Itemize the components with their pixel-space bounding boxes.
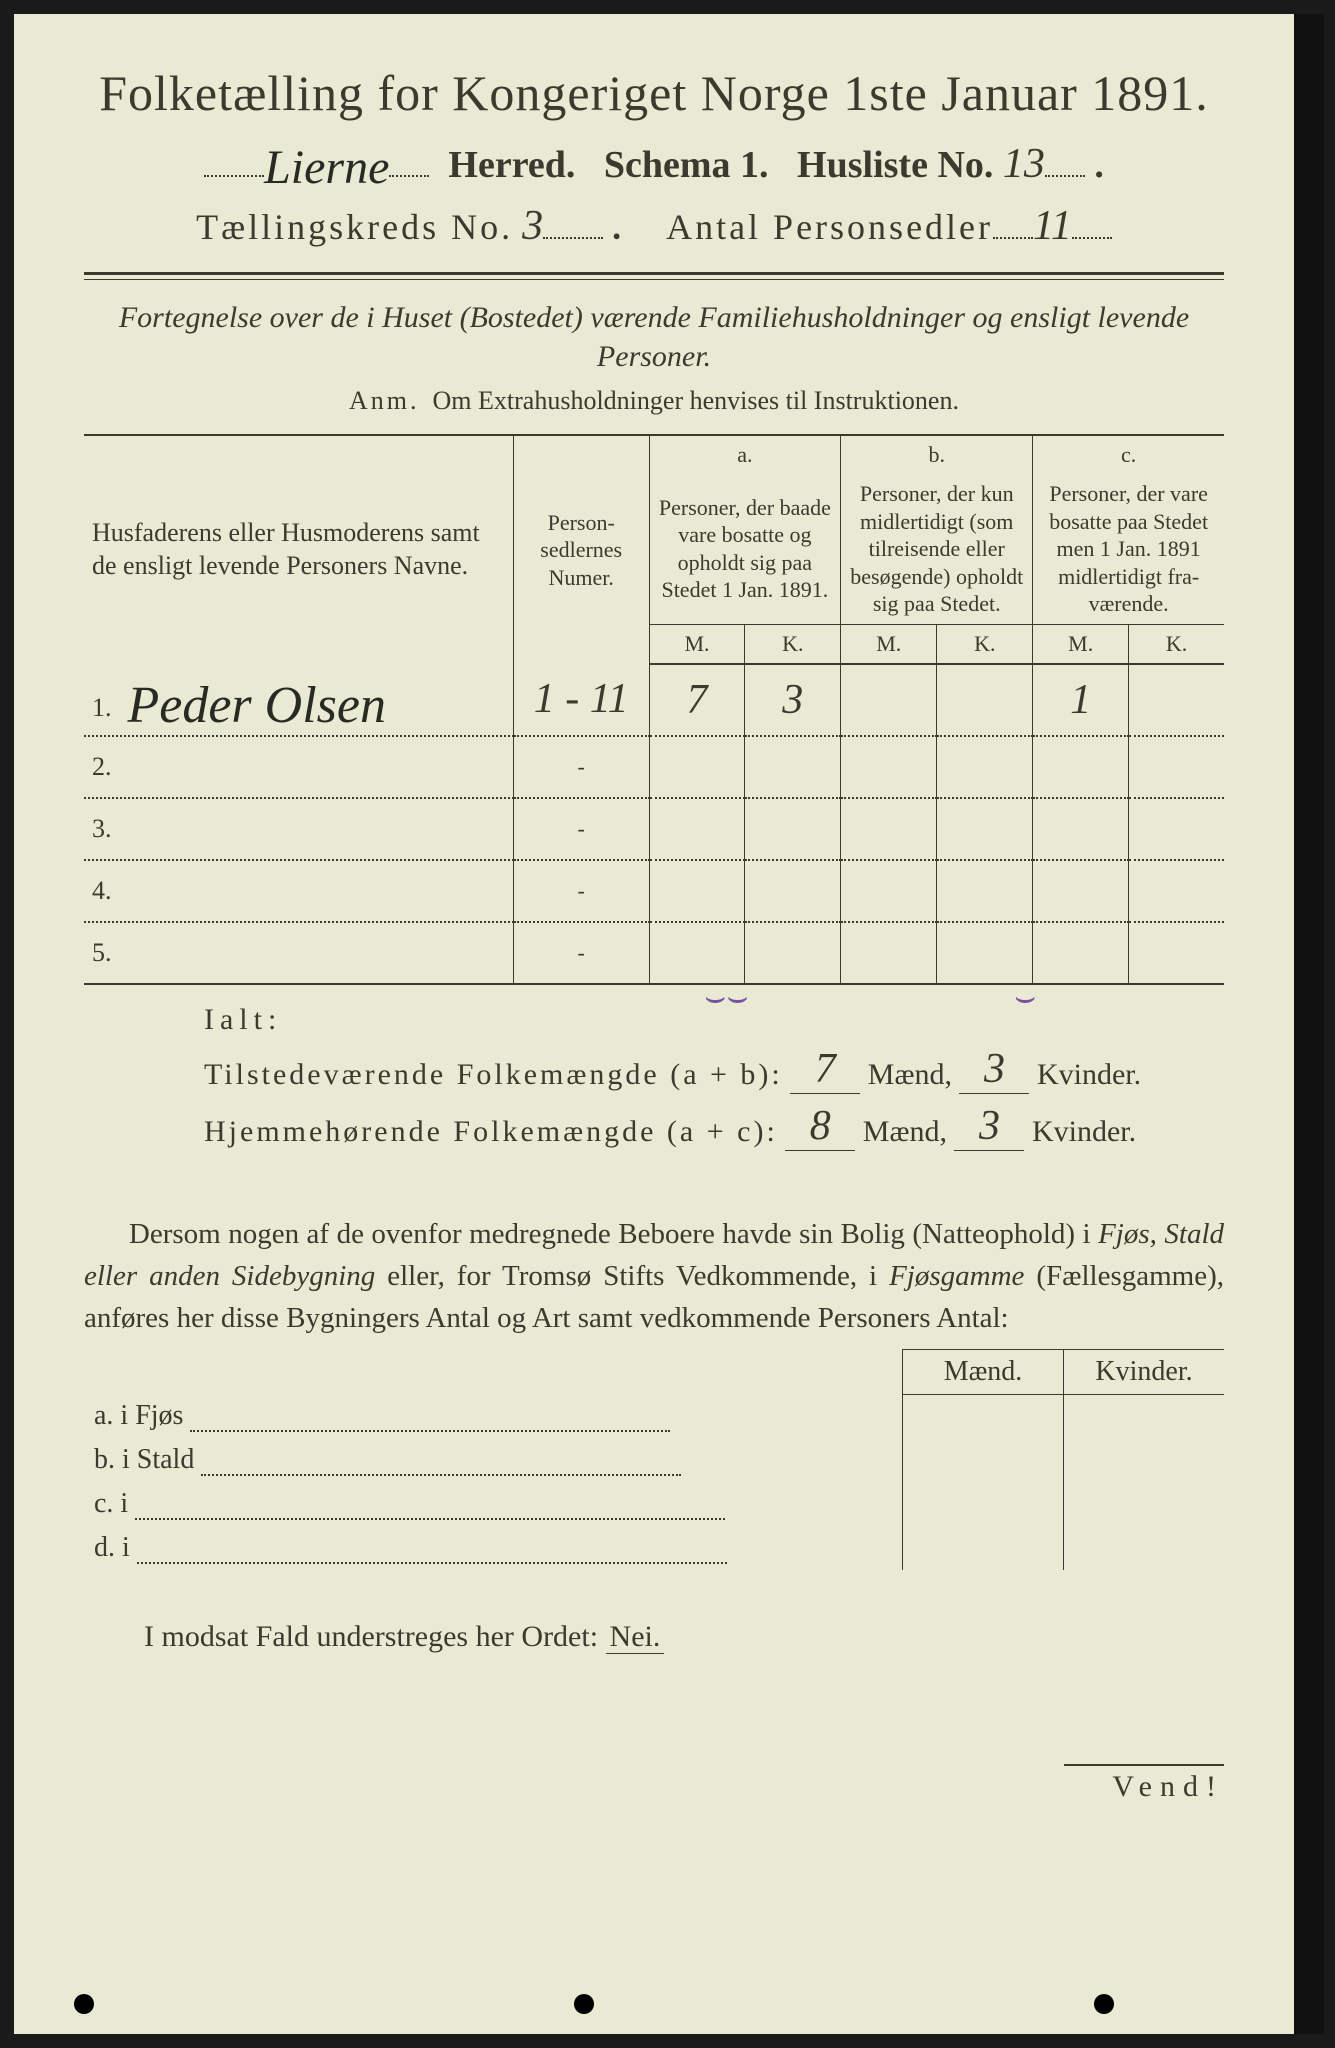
header-line-1: Lierne Herred. Schema 1. Husliste No. 13… [84,134,1224,189]
side-row: a. i Fjøs [84,1394,1224,1438]
kreds-value: 3 [522,203,543,249]
sidebyg-table: Mænd. Kvinder. a. i Fjøs b. i Stald c. i… [84,1349,1224,1571]
col-c-header: Personer, der vare bosatte paa Stedet me… [1033,474,1224,624]
husliste-value: 13 [1003,141,1045,187]
kvinder-header: Kvinder. [1064,1349,1225,1394]
col-b-k: K. [937,624,1033,664]
table-row: 5. - [84,922,1224,984]
hole-icon [1094,1994,1114,2014]
header-line-2: Tællingskreds No. 3 . Antal Personsedler… [84,201,1224,250]
anm-note: Anm. Anm. Om Extrahusholdninger henvises… [84,386,1224,416]
fortegnelse: Fortegnelse over de i Huset (Bostedet) v… [84,298,1224,376]
nei-line: I modsat Fald understreges her Ordet: Ne… [144,1620,1224,1654]
pencil-tick: ⌣ [1014,979,1036,1017]
hole-icon [574,1994,594,2014]
schema-label: Schema 1. [604,144,769,186]
col-num-header: Person­sedler­nes Numer. [513,435,649,664]
kreds-label: Tællingskreds No. [196,207,513,247]
antal-label: Antal Personsedler [666,207,993,247]
col-a-m: M. [649,624,745,664]
maend-header: Mænd. [903,1349,1064,1394]
household-table: Husfaderens eller Husmode­rens samt de e… [84,434,1224,985]
divider [84,272,1224,280]
husliste-label: Husliste No. [797,144,993,186]
col-b-header: Personer, der kun midler­tidigt (som til… [841,474,1033,624]
col-a-k: K. [745,624,841,664]
table-row: 3. - [84,798,1224,860]
col-a-top: a. [649,435,841,474]
col-b-m: M. [841,624,937,664]
col-name-header: Husfaderens eller Husmode­rens samt de e… [84,435,513,664]
table-row: 2. - [84,736,1224,798]
ialt-line-1: Tilstedeværende Folkemængde (a + b): 7 M… [204,1047,1224,1096]
table-row: 4. - [84,860,1224,922]
herred-label: Herred. [448,144,575,186]
side-row: c. i [84,1482,1224,1526]
antal-value: 11 [1033,203,1072,249]
col-c-top: c. [1033,435,1224,474]
ialt-block: Ialt: Tilstedeværende Folkemængde (a + b… [204,1003,1224,1153]
side-row: d. i [84,1526,1224,1570]
herred-value: Lierne [264,141,389,194]
sidebyg-paragraph: Dersom nogen af de ovenfor medregnede Be… [84,1213,1224,1339]
census-form-page: Folketælling for Kongeriget Norge 1ste J… [14,14,1294,2034]
nei-word: Nei. [606,1620,665,1654]
hole-icon [74,1994,94,2014]
col-c-k: K. [1129,624,1224,664]
ialt-line-2: Hjemmehørende Folkemængde (a + c): 8 Mæn… [204,1104,1224,1153]
person-name: Peder Olsen [128,677,386,734]
col-c-m: M. [1033,624,1129,664]
table-row: 1. Peder Olsen 1 - 11 7 3 1 [84,664,1224,736]
col-b-top: b. [841,435,1033,474]
page-title: Folketælling for Kongeriget Norge 1ste J… [84,64,1224,122]
side-row: b. i Stald [84,1438,1224,1482]
punch-holes [14,1994,1294,2024]
pencil-tick: ⌣⌣ [704,979,749,1017]
col-a-header: Personer, der baade vare bo­satte og oph… [649,474,841,624]
vend-label: Vend! [1064,1764,1224,1804]
